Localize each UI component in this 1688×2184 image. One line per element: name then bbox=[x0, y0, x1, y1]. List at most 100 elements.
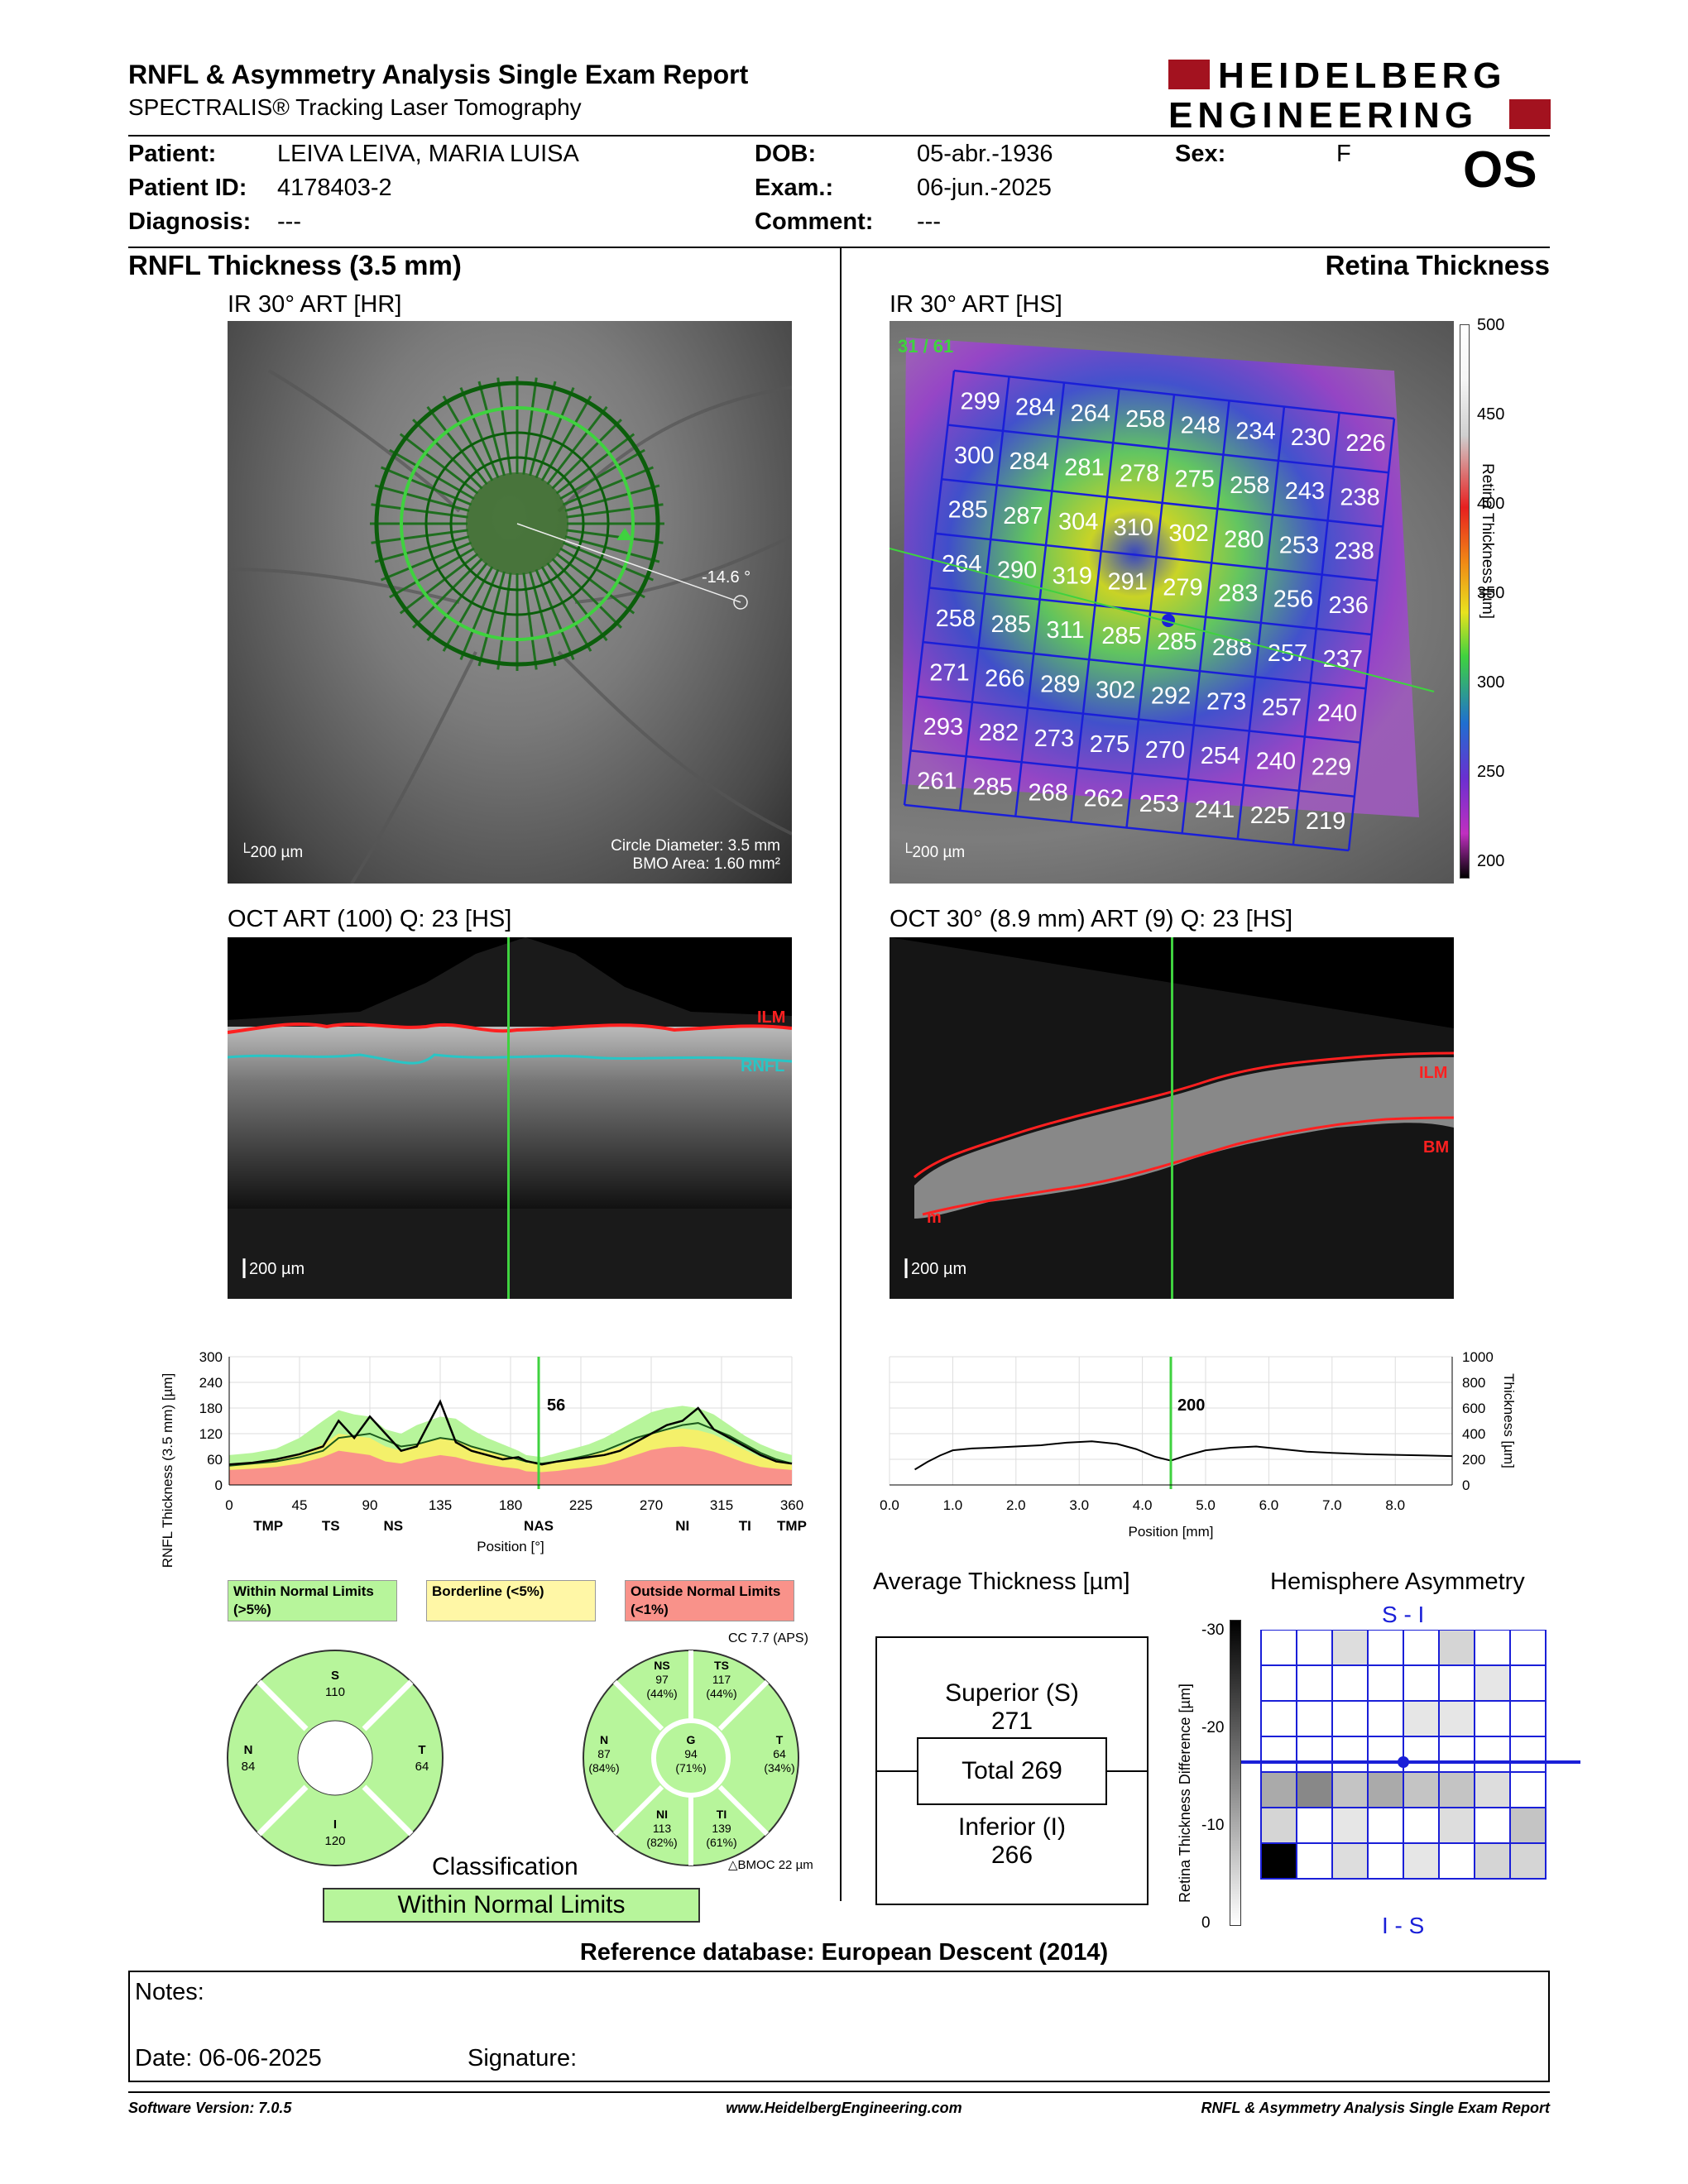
grid-value: 268 bbox=[1028, 779, 1067, 806]
grid-value: 262 bbox=[1084, 785, 1124, 812]
grid-value: 229 bbox=[1312, 754, 1351, 781]
asymmetry-cell bbox=[1403, 1736, 1440, 1773]
grid-value: 302 bbox=[1168, 520, 1208, 547]
ret-xtick: 7.0 bbox=[1322, 1497, 1342, 1513]
rnfl-sector-label: TI bbox=[739, 1518, 751, 1534]
asymmetry-cell bbox=[1403, 1807, 1440, 1844]
avg-inferior-label: Inferior (I) bbox=[957, 1813, 1067, 1841]
retina-colorbar bbox=[1460, 324, 1470, 879]
colorbar-label: Retina Thickness [µm] bbox=[1479, 463, 1496, 619]
rnfl-xtick: 180 bbox=[499, 1497, 522, 1513]
comment-label: Comment: bbox=[755, 208, 874, 235]
rnfl-ytick: 0 bbox=[215, 1478, 223, 1493]
pie2-g-value: 94 bbox=[684, 1747, 698, 1760]
asymmetry-cell bbox=[1438, 1842, 1475, 1880]
pie2-ns-label: NS bbox=[654, 1659, 669, 1672]
grid-value: 291 bbox=[1107, 568, 1147, 595]
asymmetry-cell bbox=[1509, 1842, 1547, 1880]
asymmetry-cell bbox=[1260, 1630, 1297, 1666]
diagnosis-label: Diagnosis: bbox=[128, 208, 252, 235]
grid-value: 283 bbox=[1218, 581, 1258, 607]
asymmetry-cell bbox=[1474, 1664, 1511, 1702]
dob: 05-abr.-1936 bbox=[917, 141, 1053, 167]
ret-ytick: 0 bbox=[1462, 1478, 1470, 1493]
pie1-n-value: 84 bbox=[242, 1760, 256, 1774]
rnfl-sector-label: TMP bbox=[253, 1518, 283, 1534]
asymmetry-cell bbox=[1403, 1771, 1440, 1808]
pie2-ni-label: NI bbox=[656, 1808, 668, 1821]
grid-value: 258 bbox=[1125, 406, 1165, 433]
grid-value: 266 bbox=[985, 665, 1024, 692]
rnfl-sector-label: NI bbox=[675, 1518, 689, 1534]
rnfl-xlabel: Position [°] bbox=[477, 1539, 544, 1554]
avg-superior: Superior (S) 271 bbox=[875, 1679, 1149, 1736]
grid-value: 285 bbox=[1101, 623, 1141, 649]
avg-superior-value: 271 bbox=[990, 1707, 1033, 1735]
ret-ytick: 1000 bbox=[1462, 1349, 1494, 1365]
ir-fundus-right: 299 284 264 258 248 234 230 226 300 284 281 278 275 2… bbox=[890, 321, 1454, 884]
grid-value: 275 bbox=[1175, 467, 1215, 493]
grid-value: 281 bbox=[1064, 454, 1104, 481]
grid-value: 230 bbox=[1291, 424, 1331, 451]
asymmetry-cell bbox=[1260, 1736, 1297, 1773]
rnfl-ytick: 240 bbox=[199, 1375, 223, 1391]
grid-value: 273 bbox=[1206, 688, 1246, 715]
grid-value: 284 bbox=[1009, 448, 1049, 475]
pie2-t-label: T bbox=[776, 1733, 784, 1746]
ilm-label-right: ILM bbox=[1419, 1064, 1447, 1082]
grid-value: 225 bbox=[1250, 802, 1290, 829]
grid-value: 289 bbox=[1040, 671, 1080, 697]
heidelberg-logo: HEIDELBERG ENGINEERING bbox=[1168, 56, 1551, 132]
eye-indicator: OS bbox=[1463, 141, 1537, 199]
asymmetry-cell bbox=[1331, 1736, 1369, 1773]
rnfl-sector-label: NAS bbox=[524, 1518, 554, 1534]
retina-thickness-map: 299 284 264 258 248 234 230 226 300 284 281 278 275 2… bbox=[890, 336, 1435, 852]
pie2-t-value: 64 bbox=[773, 1747, 786, 1760]
rnfl-cursor-value: 56 bbox=[547, 1396, 565, 1415]
asymmetry-cell bbox=[1331, 1700, 1369, 1737]
asymmetry-cell bbox=[1331, 1842, 1369, 1880]
ilm-label-left: ILM bbox=[757, 1008, 785, 1027]
rnfl-scan-circle: -14.6 ° bbox=[228, 369, 792, 884]
footer-url[interactable]: www.HeidelbergEngineering.com bbox=[726, 2100, 962, 2116]
ir-left-scale: └200 µm bbox=[239, 844, 304, 861]
colorbar-tick: 250 bbox=[1477, 763, 1505, 781]
grid-value: 258 bbox=[1230, 472, 1269, 499]
ir-right-scale: └200 µm bbox=[901, 844, 966, 861]
rnfl-section-title: RNFL Thickness (3.5 mm) bbox=[128, 250, 462, 280]
patient-id: 4178403-2 bbox=[277, 175, 392, 201]
footer-version: Software Version: 7.0.5 bbox=[128, 2100, 292, 2116]
pie-quadrant-chart: S 110 N 84 T 64 I 120 bbox=[227, 1650, 444, 1866]
grid-value: 256 bbox=[1273, 587, 1313, 613]
cc-value: CC 7.7 (APS) bbox=[728, 1631, 808, 1645]
oct-left-scale: ┃200 µm bbox=[239, 1260, 305, 1278]
ret-cursor-value: 200 bbox=[1177, 1396, 1205, 1415]
asymmetry-cell bbox=[1296, 1807, 1333, 1844]
pie2-ts-label: TS bbox=[714, 1659, 729, 1672]
asymmetry-tick: 0 bbox=[1201, 1914, 1211, 1932]
asymmetry-cell bbox=[1260, 1664, 1297, 1702]
asymmetry-cell bbox=[1438, 1771, 1475, 1808]
asymmetry-cell bbox=[1403, 1842, 1440, 1880]
grid-value: 240 bbox=[1317, 700, 1357, 726]
sex-label: Sex: bbox=[1175, 141, 1226, 167]
pie1-s-value: 110 bbox=[325, 1685, 345, 1699]
rnfl-sector-label: NS bbox=[384, 1518, 404, 1534]
asymmetry-grid bbox=[1241, 1630, 1580, 1880]
asymmetry-cell bbox=[1403, 1630, 1440, 1666]
rnfl-profile-chart: 300 240 180 120 60 0 56 0 45 90 135 180 225 270 315 360… bbox=[160, 1349, 807, 1568]
comment: --- bbox=[917, 208, 941, 235]
legend-borderline: Borderline (<5%) bbox=[426, 1580, 596, 1621]
exam-label: Exam.: bbox=[755, 175, 834, 201]
rnfl-sector-label: TS bbox=[322, 1518, 340, 1534]
grid-value: 257 bbox=[1262, 694, 1302, 721]
grid-value: 311 bbox=[1046, 617, 1084, 644]
grid-value: 248 bbox=[1181, 412, 1220, 438]
ir-left-label: IR 30° ART [HR] bbox=[228, 291, 402, 318]
bm-left-label: m bbox=[927, 1209, 942, 1227]
ret-xtick: 4.0 bbox=[1133, 1497, 1153, 1513]
classification-result: Within Normal Limits bbox=[323, 1888, 700, 1923]
grid-value: 254 bbox=[1201, 743, 1240, 769]
pie2-ni-pct: (82%) bbox=[646, 1836, 677, 1849]
bm-label: BM bbox=[1423, 1138, 1449, 1157]
